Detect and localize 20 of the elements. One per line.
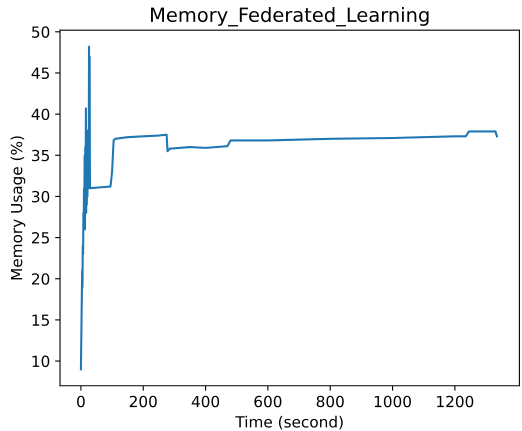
y-tick-label: 20 xyxy=(32,273,50,285)
y-tick-label: 15 xyxy=(32,314,49,326)
y-tick-label: 45 xyxy=(32,68,49,79)
x-tick-label: 800 xyxy=(316,396,344,408)
x-tick-label: 600 xyxy=(254,396,282,408)
chart-title: Memory_Federated_Learning xyxy=(151,7,429,26)
x-tick-label: 1000 xyxy=(374,396,411,408)
y-tick-label: 50 xyxy=(32,26,50,38)
x-tick-label: 1200 xyxy=(437,396,474,408)
y-tick-label: 35 xyxy=(32,150,49,162)
x-tick-label: 200 xyxy=(130,396,157,408)
x-tick-label: 400 xyxy=(192,396,220,408)
x-axis-title: Time (second) xyxy=(235,416,343,430)
y-tick-label: 10 xyxy=(32,356,50,368)
y-axis-title: Memory Usage (%) xyxy=(10,136,26,280)
line-series xyxy=(80,46,498,370)
y-tick-label: 30 xyxy=(32,190,50,202)
x-tick-label: 0 xyxy=(77,396,85,408)
y-tick-label: 25 xyxy=(32,232,49,244)
y-tick-label: 40 xyxy=(32,108,50,120)
